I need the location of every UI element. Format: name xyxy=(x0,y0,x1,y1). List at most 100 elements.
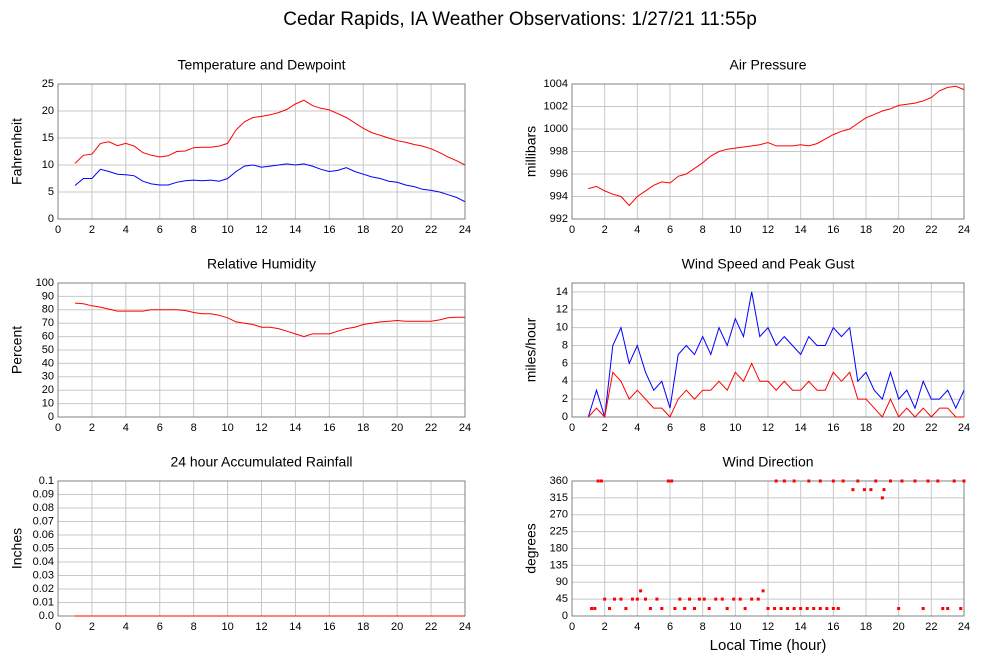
x-tick-label: 16 xyxy=(323,422,335,434)
x-tick-label: 14 xyxy=(795,224,807,236)
data-point xyxy=(921,607,925,610)
y-tick-label: 994 xyxy=(550,190,568,202)
data-point xyxy=(936,479,940,483)
y-tick-label: 90 xyxy=(556,576,568,588)
data-point xyxy=(596,479,600,483)
y-tick-label: 50 xyxy=(42,344,54,356)
x-tick-label: 18 xyxy=(357,621,369,633)
data-point xyxy=(869,488,873,492)
x-tick-label: 8 xyxy=(700,422,706,434)
y-tick-label: 4 xyxy=(562,375,568,387)
x-tick-label: 0 xyxy=(569,621,575,633)
y-axis-label: Inches xyxy=(9,528,25,569)
x-tick-label: 10 xyxy=(729,422,741,434)
y-tick-label: 992 xyxy=(550,213,568,225)
x-tick-label: 10 xyxy=(729,224,741,236)
y-tick-label: 90 xyxy=(42,290,54,302)
x-tick-label: 18 xyxy=(860,422,872,434)
x-tick-label: 4 xyxy=(634,422,640,434)
y-tick-label: 0.09 xyxy=(33,488,54,500)
x-tick-label: 16 xyxy=(827,621,839,633)
x-tick-label: 0 xyxy=(55,422,61,434)
y-tick-label: 996 xyxy=(550,168,568,180)
y-axis-label: degrees xyxy=(523,523,539,574)
x-tick-label: 2 xyxy=(602,224,608,236)
data-point xyxy=(707,607,711,610)
x-tick-label: 18 xyxy=(860,621,872,633)
x-tick-label: 6 xyxy=(157,621,163,633)
data-point xyxy=(666,479,670,483)
y-tick-label: 1000 xyxy=(544,123,568,135)
x-tick-label: 24 xyxy=(958,621,970,633)
data-point xyxy=(782,479,786,483)
x-tick-label: 0 xyxy=(55,621,61,633)
y-tick-label: 100 xyxy=(36,277,54,289)
data-point xyxy=(750,597,754,601)
data-line xyxy=(587,291,965,418)
x-tick-label: 2 xyxy=(89,621,95,633)
data-point xyxy=(603,597,607,601)
y-tick-label: 0 xyxy=(48,411,54,423)
y-axis-label: Percent xyxy=(9,326,25,374)
data-point xyxy=(799,607,803,610)
y-tick-label: 70 xyxy=(42,317,54,329)
data-point xyxy=(720,597,724,601)
x-tick-label: 22 xyxy=(925,422,937,434)
x-tick-label: 22 xyxy=(425,621,437,633)
y-tick-label: 14 xyxy=(556,286,568,298)
x-tick-label: 12 xyxy=(762,422,774,434)
x-tick-label: 6 xyxy=(157,422,163,434)
data-point xyxy=(644,597,647,601)
x-tick-label: 10 xyxy=(221,224,233,236)
data-point xyxy=(714,597,718,601)
data-point xyxy=(688,597,692,601)
data-point xyxy=(593,607,597,610)
x-tick-label: 20 xyxy=(893,621,905,633)
x-tick-label: 20 xyxy=(391,621,403,633)
data-line xyxy=(74,163,466,203)
data-point xyxy=(825,607,829,610)
x-tick-label: 14 xyxy=(795,621,807,633)
x-tick-label: 6 xyxy=(667,621,673,633)
data-point xyxy=(831,479,835,483)
y-tick-label: 30 xyxy=(42,371,54,383)
data-point xyxy=(952,479,956,483)
data-point xyxy=(639,589,643,593)
data-line xyxy=(74,99,466,166)
data-point xyxy=(900,479,904,483)
x-tick-label: 24 xyxy=(459,621,471,633)
page-title: Cedar Rapids, IA Weather Observations: 1… xyxy=(283,9,757,30)
x-tick-label: 18 xyxy=(860,224,872,236)
data-point xyxy=(635,597,639,601)
x-tick-label: 0 xyxy=(569,422,575,434)
x-tick-label: 0 xyxy=(55,224,61,236)
data-point xyxy=(756,597,760,601)
chart-title: Relative Humidity xyxy=(207,256,316,272)
y-tick-label: 20 xyxy=(42,105,54,117)
chart-title: Wind Speed and Peak Gust xyxy=(682,256,855,272)
y-tick-label: 45 xyxy=(556,593,568,605)
data-point xyxy=(959,607,963,610)
y-tick-label: 0.05 xyxy=(33,542,54,554)
data-point xyxy=(862,488,866,492)
x-tick-label: 6 xyxy=(157,224,163,236)
x-tick-label: 0 xyxy=(569,224,575,236)
x-tick-label: 2 xyxy=(602,621,608,633)
data-point xyxy=(807,479,811,483)
data-point xyxy=(792,479,796,483)
chart-title: Wind Direction xyxy=(722,454,813,470)
y-tick-label: 360 xyxy=(550,475,568,487)
x-tick-label: 18 xyxy=(357,422,369,434)
data-line xyxy=(588,85,965,207)
x-tick-label: 8 xyxy=(191,224,197,236)
y-tick-label: 998 xyxy=(550,145,568,157)
x-tick-label: 2 xyxy=(89,224,95,236)
x-tick-label: 24 xyxy=(958,224,970,236)
y-tick-label: 10 xyxy=(556,322,568,334)
data-point xyxy=(590,607,594,610)
data-point xyxy=(818,479,822,483)
x-axis-label: Local Time (hour) xyxy=(710,637,827,654)
data-point xyxy=(766,607,770,610)
data-point xyxy=(786,607,790,610)
